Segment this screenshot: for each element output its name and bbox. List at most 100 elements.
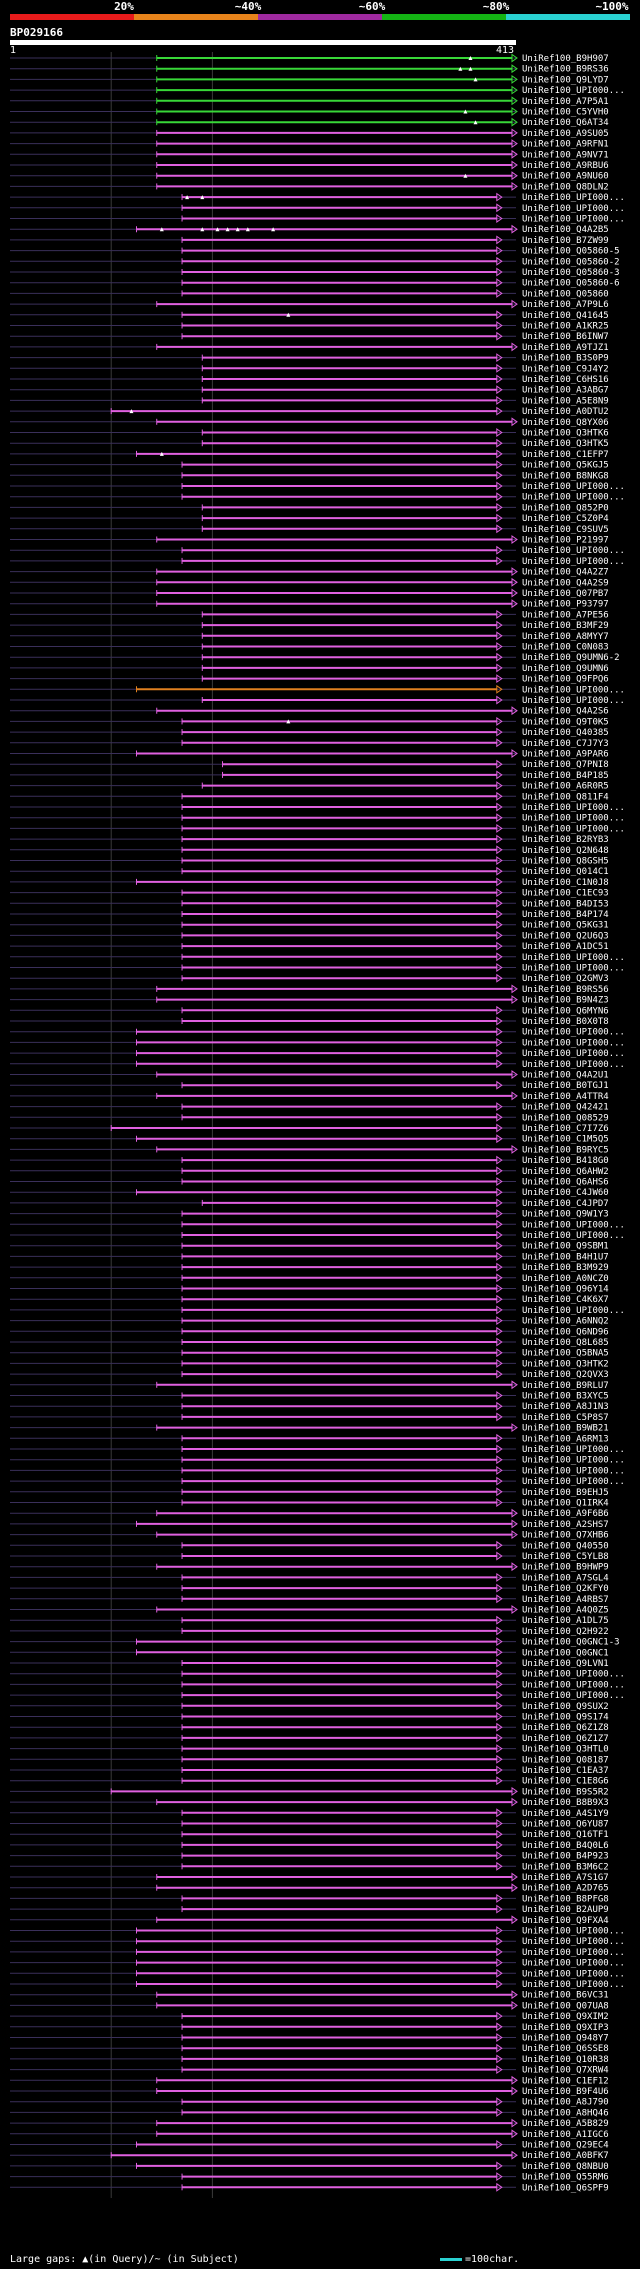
hit-label[interactable]: UniRef100_B3MF29 (522, 621, 609, 631)
hit-label[interactable]: UniRef100_C5Z0P4 (522, 514, 609, 524)
hit-row[interactable]: UniRef100_Q811F4 (10, 791, 609, 802)
hit-label[interactable]: UniRef100_B8B9X3 (522, 1798, 609, 1808)
hit-label[interactable]: UniRef100_A9RFN1 (522, 140, 609, 150)
hit-row[interactable]: UniRef100_A9SU05 (10, 128, 609, 139)
hit-label[interactable]: UniRef100_UPI000... (522, 1306, 625, 1316)
hit-row[interactable]: UniRef100_B4H1U7 (10, 1251, 609, 1262)
hit-row[interactable]: UniRef100_Q4A2B5 (10, 224, 609, 235)
hit-label[interactable]: UniRef100_Q3HTK5 (522, 439, 609, 449)
hit-row[interactable]: UniRef100_B0TGJ1 (10, 1080, 609, 1091)
hit-label[interactable]: UniRef100_A9NV71 (522, 150, 609, 160)
hit-row[interactable]: UniRef100_C1E8G6 (10, 1776, 609, 1787)
hit-row[interactable]: UniRef100_A9NU60 (10, 171, 609, 182)
hit-row[interactable]: UniRef100_Q05860 (10, 288, 609, 299)
hit-row[interactable]: UniRef100_A7P5A1 (10, 96, 609, 107)
hit-row[interactable]: UniRef100_B0X0T8 (10, 1016, 609, 1027)
hit-row[interactable]: UniRef100_C9SUV5 (10, 524, 609, 535)
hit-row[interactable]: UniRef100_UPI000... (10, 1947, 625, 1958)
hit-label[interactable]: UniRef100_UPI000... (522, 215, 625, 225)
hit-label[interactable]: UniRef100_C1M5Q5 (522, 1135, 609, 1145)
hit-label[interactable]: UniRef100_Q9S174 (522, 1713, 609, 1723)
hit-label[interactable]: UniRef100_C9SUV5 (522, 525, 609, 535)
hit-row[interactable]: UniRef100_C5YVH0 (10, 107, 609, 118)
hit-row[interactable]: UniRef100_C1EFP7 (10, 449, 609, 460)
hit-row[interactable]: UniRef100_UPI000... (10, 684, 625, 695)
hit-row[interactable]: UniRef100_Q8L685 (10, 1337, 609, 1348)
hit-label[interactable]: UniRef100_C7I7Z6 (522, 1124, 609, 1134)
hit-label[interactable]: UniRef100_Q8DLN2 (522, 182, 609, 192)
hit-label[interactable]: UniRef100_UPI000... (522, 1937, 625, 1947)
hit-label[interactable]: UniRef100_A3ABG7 (522, 386, 609, 396)
hit-row[interactable]: UniRef100_B3XYC5 (10, 1391, 609, 1402)
hit-label[interactable]: UniRef100_Q41645 (522, 311, 609, 321)
hit-row[interactable]: UniRef100_Q9XIM2 (10, 2011, 609, 2022)
hit-label[interactable]: UniRef100_B4H1U7 (522, 1252, 609, 1262)
hit-label[interactable]: UniRef100_A7SGL4 (522, 1573, 609, 1583)
hit-row[interactable]: UniRef100_Q07PB7 (10, 588, 609, 599)
hit-row[interactable]: UniRef100_B3M6C2 (10, 1861, 609, 1872)
hit-row[interactable]: UniRef100_A5E8N9 (10, 395, 609, 406)
hit-row[interactable]: UniRef100_UPI000... (10, 192, 625, 203)
hit-row[interactable]: UniRef100_UPI000... (10, 1926, 625, 1937)
hit-row[interactable]: UniRef100_Q014C1 (10, 866, 609, 877)
hit-row[interactable]: UniRef100_A1DL75 (10, 1615, 609, 1626)
hit-label[interactable]: UniRef100_Q96Y14 (522, 1285, 609, 1295)
hit-row[interactable]: UniRef100_Q7XHB6 (10, 1530, 609, 1541)
hit-label[interactable]: UniRef100_Q6AHW2 (522, 1167, 609, 1177)
hit-label[interactable]: UniRef100_A4S1Y9 (522, 1809, 609, 1819)
hit-row[interactable]: UniRef100_A1DC51 (10, 941, 609, 952)
hit-label[interactable]: UniRef100_B9F4U6 (522, 2087, 609, 2097)
hit-label[interactable]: UniRef100_Q2GMV3 (522, 974, 609, 984)
hit-row[interactable]: UniRef100_B8PFG8 (10, 1893, 609, 1904)
hit-label[interactable]: UniRef100_C0N083 (522, 643, 609, 653)
hit-row[interactable]: UniRef100_Q6ND96 (10, 1326, 609, 1337)
hit-label[interactable]: UniRef100_A9PAR6 (522, 750, 609, 760)
hit-label[interactable]: UniRef100_Q6Z1Z7 (522, 1734, 609, 1744)
hit-row[interactable]: UniRef100_A4RBS7 (10, 1594, 609, 1605)
hit-label[interactable]: UniRef100_B2RYB3 (522, 835, 609, 845)
hit-label[interactable]: UniRef100_B6INW7 (522, 332, 609, 342)
hit-row[interactable]: UniRef100_B4Q0L6 (10, 1840, 609, 1851)
hit-label[interactable]: UniRef100_Q07UA8 (522, 2001, 609, 2011)
hit-row[interactable]: UniRef100_B9WB21 (10, 1423, 609, 1434)
hit-row[interactable]: UniRef100_Q08187 (10, 1754, 609, 1765)
hit-row[interactable]: UniRef100_Q08529 (10, 1112, 609, 1123)
hit-row[interactable]: UniRef100_B4P174 (10, 909, 609, 920)
hit-row[interactable]: UniRef100_Q10R38 (10, 2054, 609, 2065)
hit-row[interactable]: UniRef100_Q4A2S9 (10, 577, 609, 588)
hit-row[interactable]: UniRef100_B4P185 (10, 770, 609, 781)
hit-row[interactable]: UniRef100_A4S1Y9 (10, 1808, 609, 1819)
hit-row[interactable]: UniRef100_UPI000... (10, 695, 625, 706)
hit-row[interactable]: UniRef100_Q2U6Q3 (10, 930, 609, 941)
hit-row[interactable]: UniRef100_A9RBU6 (10, 160, 609, 171)
hit-label[interactable]: UniRef100_Q6ND96 (522, 1327, 609, 1337)
hit-row[interactable]: UniRef100_B9HWP9 (10, 1562, 609, 1573)
hit-label[interactable]: UniRef100_UPI000... (522, 1466, 625, 1476)
hit-row[interactable]: UniRef100_Q852P0 (10, 502, 609, 513)
hit-row[interactable]: UniRef100_C5YLB8 (10, 1551, 609, 1562)
hit-label[interactable]: UniRef100_A9RBU6 (522, 161, 609, 171)
hit-label[interactable]: UniRef100_C6HS16 (522, 375, 609, 385)
hit-row[interactable]: UniRef100_C4JPD7 (10, 1198, 609, 1209)
hit-row[interactable]: UniRef100_A1KR25 (10, 321, 609, 332)
hit-row[interactable]: UniRef100_Q9FXA4 (10, 1915, 609, 1926)
hit-label[interactable]: UniRef100_B0TGJ1 (522, 1081, 609, 1091)
hit-row[interactable]: UniRef100_Q3HTK6 (10, 428, 609, 439)
hit-row[interactable]: UniRef100_Q6AT34 (10, 117, 609, 128)
hit-label[interactable]: UniRef100_Q4A2S6 (522, 707, 609, 717)
hit-row[interactable]: UniRef100_Q9UMN6-2 (10, 652, 620, 663)
hit-label[interactable]: UniRef100_Q08529 (522, 1113, 609, 1123)
hit-label[interactable]: UniRef100_A9SU05 (522, 129, 609, 139)
hit-row[interactable]: UniRef100_Q948Y7 (10, 2033, 609, 2044)
hit-row[interactable]: UniRef100_A7SGL4 (10, 1572, 609, 1583)
hit-row[interactable]: UniRef100_UPI000... (10, 1444, 625, 1455)
hit-row[interactable]: UniRef100_C5P8S7 (10, 1412, 609, 1423)
hit-row[interactable]: UniRef100_B2RYB3 (10, 834, 609, 845)
hit-label[interactable]: UniRef100_B9RLU7 (522, 1381, 609, 1391)
hit-row[interactable]: UniRef100_C1M5Q5 (10, 1134, 609, 1145)
hit-row[interactable]: UniRef100_UPI000... (10, 85, 625, 96)
hit-label[interactable]: UniRef100_Q6YU87 (522, 1820, 609, 1830)
hit-row[interactable]: UniRef100_A6RM13 (10, 1433, 609, 1444)
hit-row[interactable]: UniRef100_UPI000... (10, 813, 625, 824)
hit-row[interactable]: UniRef100_Q4A2Z7 (10, 567, 609, 578)
